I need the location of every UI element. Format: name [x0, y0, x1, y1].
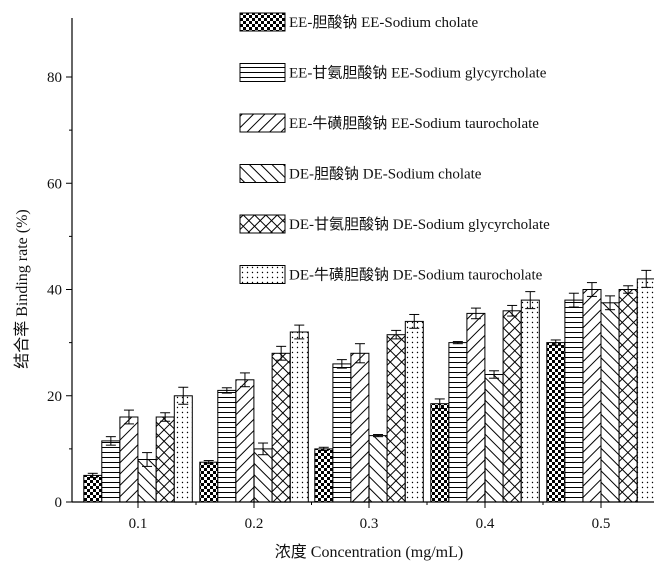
legend-label: EE-胆酸钠 EE-Sodium cholate — [289, 14, 478, 31]
x-tick-label: 0.3 — [360, 516, 379, 532]
bar-s1-0_5 — [546, 342, 566, 503]
legend-item: EE-甘氨胆酸钠 EE-Sodium glycyrcholate — [239, 63, 547, 82]
error-bar — [489, 370, 500, 379]
bar-s6-0_3 — [404, 320, 424, 503]
legend-swatch — [239, 164, 286, 183]
error-bar — [203, 460, 214, 465]
error-bar — [550, 339, 561, 346]
error-bar — [409, 313, 420, 329]
legend-label: DE-甘氨胆酸钠 DE-Sodium glycyrcholate — [289, 216, 550, 233]
x-tick-label: 0.2 — [245, 516, 264, 532]
bar-s2-0_1 — [101, 440, 121, 503]
bar-s2-0_5 — [564, 299, 584, 503]
bars-layer — [83, 278, 654, 503]
x-tick-label: 0.1 — [129, 516, 148, 532]
error-bar — [623, 285, 634, 294]
error-bar — [568, 292, 579, 308]
bar-s3-0_4 — [466, 312, 486, 503]
legend-swatch — [239, 63, 286, 82]
legend-swatch — [239, 113, 286, 133]
error-bar — [470, 307, 481, 320]
bar-s2-0_3 — [332, 363, 352, 503]
bar-s1-0_3 — [314, 448, 334, 503]
bar-s5-0_1 — [155, 416, 175, 503]
error-bar — [142, 452, 153, 467]
error-bar — [239, 372, 250, 388]
error-bar — [178, 386, 189, 405]
y-tick-label: 20 — [47, 389, 62, 405]
y-tick-label: 60 — [47, 176, 62, 192]
bar-s5-0_5 — [618, 289, 638, 503]
bar-s5-0_4 — [502, 310, 522, 503]
bar-s6-0_4 — [520, 299, 540, 503]
bar-s2-0_2 — [217, 389, 237, 503]
x-axis-title: 浓度 Concentration (mg/mL) — [275, 543, 463, 561]
error-bar — [336, 359, 347, 369]
legend-swatch — [239, 214, 286, 234]
legend-item: EE-胆酸钠 EE-Sodium cholate — [239, 12, 478, 32]
bar-s4-0_5 — [600, 302, 620, 503]
bar-s5-0_3 — [386, 334, 406, 503]
x-tick-label: 0.4 — [476, 516, 495, 532]
error-bar — [641, 269, 652, 288]
error-bar — [434, 398, 445, 409]
error-bars-layer — [87, 269, 652, 479]
axes-layer: 0 20 40 60 80 0.1 0.2 0.3 0.4 0.5 — [47, 18, 654, 532]
y-axis-title: 结合率 Binding rate (%) — [13, 209, 31, 369]
bar-s2-0_4 — [448, 342, 468, 503]
legend-swatch — [239, 12, 286, 32]
bar-s6-0_5 — [636, 278, 654, 503]
error-bar — [507, 304, 518, 317]
error-bar — [318, 446, 329, 451]
y-tick-label: 40 — [47, 283, 62, 299]
error-bar — [221, 387, 232, 394]
error-bar — [452, 341, 463, 345]
error-bar — [605, 295, 616, 311]
bar-s3-0_1 — [119, 416, 139, 503]
legend-item: DE-牛磺胆酸钠 DE-Sodium taurocholate — [239, 265, 543, 284]
y-tick-label: 80 — [47, 70, 62, 86]
error-bar — [525, 291, 536, 310]
bar-s3-0_5 — [582, 289, 602, 503]
bar-s6-0_2 — [289, 331, 309, 503]
bar-s3-0_3 — [350, 352, 370, 503]
bar-s1-0_2 — [199, 461, 219, 503]
legend-label: DE-胆酸钠 DE-Sodium cholate — [289, 166, 482, 183]
legend-label: EE-甘氨胆酸钠 EE-Sodium glycyrcholate — [289, 65, 547, 82]
error-bar — [105, 436, 116, 446]
error-bar — [276, 345, 287, 361]
bar-s1-0_1 — [83, 474, 103, 503]
error-bar — [391, 329, 402, 340]
legend-label: EE-牛磺胆酸钠 EE-Sodium taurocholate — [289, 115, 539, 132]
legend-label: DE-牛磺胆酸钠 DE-Sodium taurocholate — [289, 267, 543, 284]
error-bar — [586, 282, 597, 297]
bar-s4-0_3 — [368, 435, 388, 503]
x-tick-label: 0.5 — [592, 516, 611, 532]
legend-swatch — [239, 265, 286, 284]
error-bar — [87, 472, 98, 479]
error-bar — [123, 409, 134, 425]
error-bar — [373, 434, 384, 438]
legend-item: DE-胆酸钠 DE-Sodium cholate — [239, 164, 482, 183]
bar-s6-0_1 — [173, 395, 193, 503]
bar-s4-0_4 — [484, 374, 504, 503]
error-bar — [294, 324, 305, 340]
y-tick-label: 0 — [55, 495, 63, 511]
bar-s5-0_2 — [271, 352, 291, 503]
legend-item: DE-甘氨胆酸钠 DE-Sodium glycyrcholate — [239, 214, 550, 234]
error-bar — [160, 412, 171, 422]
bar-s1-0_4 — [430, 403, 450, 503]
bar-s4-0_2 — [253, 448, 273, 503]
error-bar — [354, 343, 365, 364]
error-bar — [258, 442, 269, 456]
legend: EE-胆酸钠 EE-Sodium cholate EE-甘氨胆酸钠 EE-Sodi… — [239, 12, 550, 284]
bar-s3-0_2 — [235, 379, 255, 503]
legend-item: EE-牛磺胆酸钠 EE-Sodium taurocholate — [239, 113, 539, 133]
